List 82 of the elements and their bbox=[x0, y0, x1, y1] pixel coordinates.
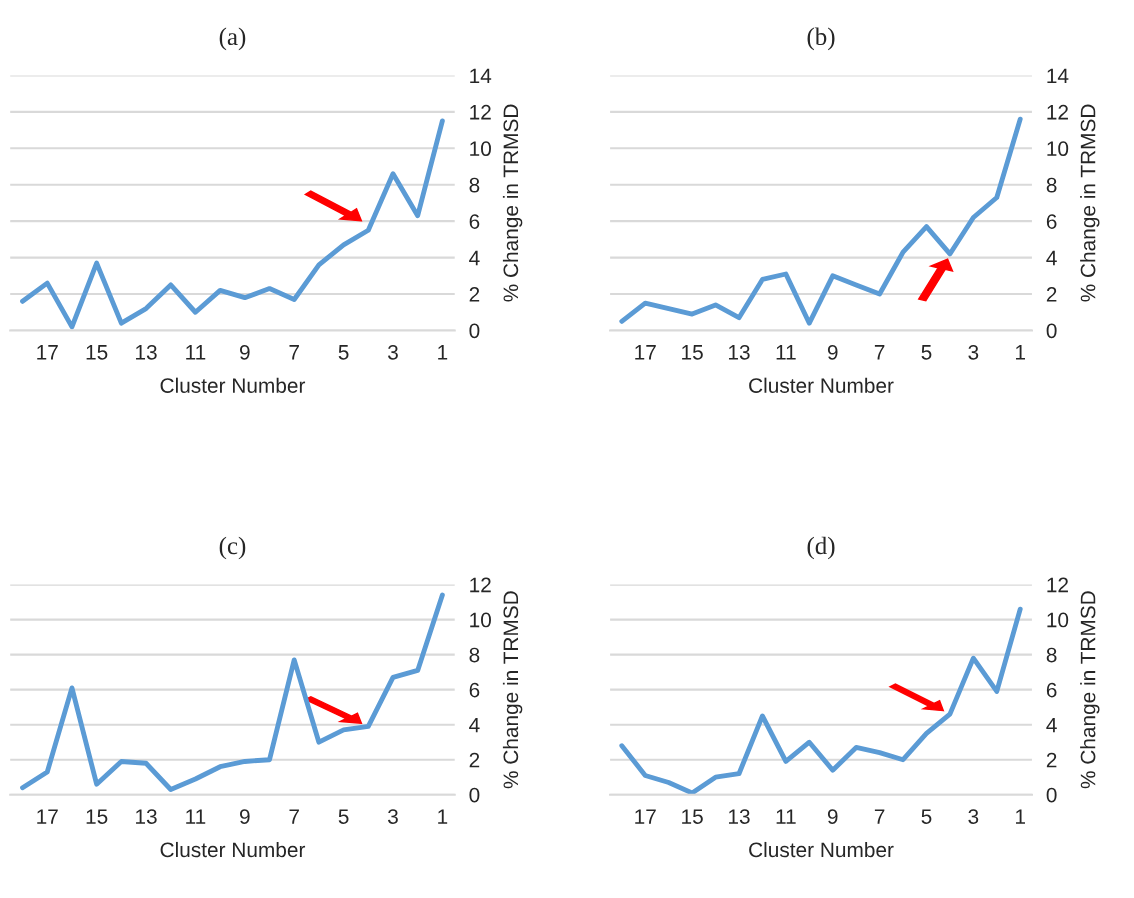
chart-title: (a) bbox=[219, 27, 246, 51]
y-tick-label: 4 bbox=[1046, 250, 1057, 266]
x-tick-label: 7 bbox=[289, 345, 299, 360]
y-tick-label: 12 bbox=[1047, 577, 1068, 593]
y-tick-label: 10 bbox=[1047, 612, 1069, 628]
y-tick-label: 0 bbox=[1046, 787, 1057, 803]
y-tick-label: 14 bbox=[1047, 68, 1069, 83]
x-tick-label: 13 bbox=[728, 344, 750, 360]
x-tick-label: 9 bbox=[240, 344, 250, 360]
x-tick-label: 11 bbox=[186, 345, 206, 360]
y-axis-title: % Change in TRMSD bbox=[1080, 104, 1100, 302]
x-tick-label: 7 bbox=[874, 345, 885, 360]
x-axis-title: Cluster Number bbox=[160, 841, 306, 858]
y-tick-label: 0 bbox=[469, 787, 480, 803]
x-axis-title: Cluster Number bbox=[749, 841, 894, 858]
chart-title: (d) bbox=[807, 536, 835, 560]
y-tick-label: 0 bbox=[469, 323, 480, 339]
y-tick-label: 4 bbox=[469, 250, 480, 266]
y-tick-label: 2 bbox=[469, 287, 480, 302]
x-tick-label: 13 bbox=[136, 809, 157, 824]
y-tick-label: 10 bbox=[470, 612, 491, 628]
y-tick-label: 0 bbox=[1046, 323, 1057, 339]
x-tick-label: 9 bbox=[240, 809, 250, 824]
x-axis-title: Cluster Number bbox=[749, 377, 894, 393]
x-tick-label: 13 bbox=[728, 809, 750, 824]
y-axis-title: % Change in TRMSD bbox=[502, 104, 523, 302]
x-tick-label: 1 bbox=[1016, 345, 1025, 360]
y-axis-title: % Change in TRMSD bbox=[1080, 591, 1100, 789]
x-tick-label: 17 bbox=[635, 809, 656, 824]
y-tick-label: 6 bbox=[469, 214, 480, 229]
y-tick-label: 12 bbox=[1047, 104, 1068, 120]
y-tick-label: 8 bbox=[469, 177, 480, 193]
y-tick-label: 10 bbox=[1047, 141, 1069, 157]
x-tick-label: 3 bbox=[968, 344, 979, 360]
chart-title: (b) bbox=[807, 27, 835, 51]
y-tick-label: 8 bbox=[1046, 177, 1057, 193]
x-tick-label: 17 bbox=[37, 345, 58, 360]
x-tick-label: 5 bbox=[338, 809, 349, 824]
y-tick-label: 2 bbox=[469, 752, 480, 768]
x-tick-label: 3 bbox=[968, 809, 979, 824]
x-tick-label: 11 bbox=[776, 345, 796, 360]
x-tick-label: 11 bbox=[776, 809, 796, 824]
x-tick-label: 15 bbox=[682, 809, 703, 824]
x-tick-label: 5 bbox=[338, 345, 349, 360]
y-tick-label: 6 bbox=[1046, 682, 1057, 698]
y-axis-title: % Change in TRMSD bbox=[502, 591, 523, 789]
y-tick-label: 10 bbox=[470, 141, 491, 157]
x-tick-label: 1 bbox=[1016, 809, 1025, 824]
x-tick-label: 1 bbox=[438, 809, 448, 824]
y-tick-label: 2 bbox=[1046, 752, 1057, 768]
y-tick-label: 8 bbox=[1046, 647, 1057, 663]
x-tick-label: 9 bbox=[827, 344, 838, 360]
x-tick-label: 11 bbox=[186, 809, 206, 824]
x-tick-label: 5 bbox=[921, 345, 932, 360]
x-tick-label: 17 bbox=[635, 345, 656, 360]
x-tick-label: 7 bbox=[289, 809, 299, 824]
y-tick-label: 8 bbox=[469, 647, 480, 663]
x-tick-label: 15 bbox=[86, 809, 108, 824]
line-series bbox=[20, 118, 445, 330]
x-tick-label: 3 bbox=[388, 344, 398, 360]
y-tick-label: 4 bbox=[469, 717, 480, 733]
x-tick-label: 1 bbox=[438, 345, 448, 360]
x-tick-label: 17 bbox=[37, 809, 58, 824]
y-tick-label: 6 bbox=[469, 682, 480, 698]
x-tick-label: 13 bbox=[136, 344, 157, 360]
x-tick-label: 5 bbox=[921, 809, 932, 824]
y-tick-label: 12 bbox=[470, 104, 491, 120]
x-tick-label: 9 bbox=[827, 809, 838, 824]
y-tick-label: 6 bbox=[1046, 214, 1057, 229]
x-tick-label: 3 bbox=[388, 809, 398, 824]
x-tick-label: 15 bbox=[86, 345, 108, 360]
line-series bbox=[20, 592, 445, 792]
line-series bbox=[619, 116, 1023, 326]
x-axis-title: Cluster Number bbox=[160, 377, 306, 393]
y-tick-label: 4 bbox=[1046, 717, 1057, 733]
y-tick-label: 14 bbox=[470, 68, 492, 83]
chart-title: (c) bbox=[219, 536, 246, 560]
y-tick-label: 12 bbox=[470, 577, 491, 593]
y-tick-label: 2 bbox=[1046, 287, 1057, 302]
line-series bbox=[619, 606, 1023, 795]
x-tick-label: 7 bbox=[874, 809, 885, 824]
x-tick-label: 15 bbox=[682, 345, 703, 360]
